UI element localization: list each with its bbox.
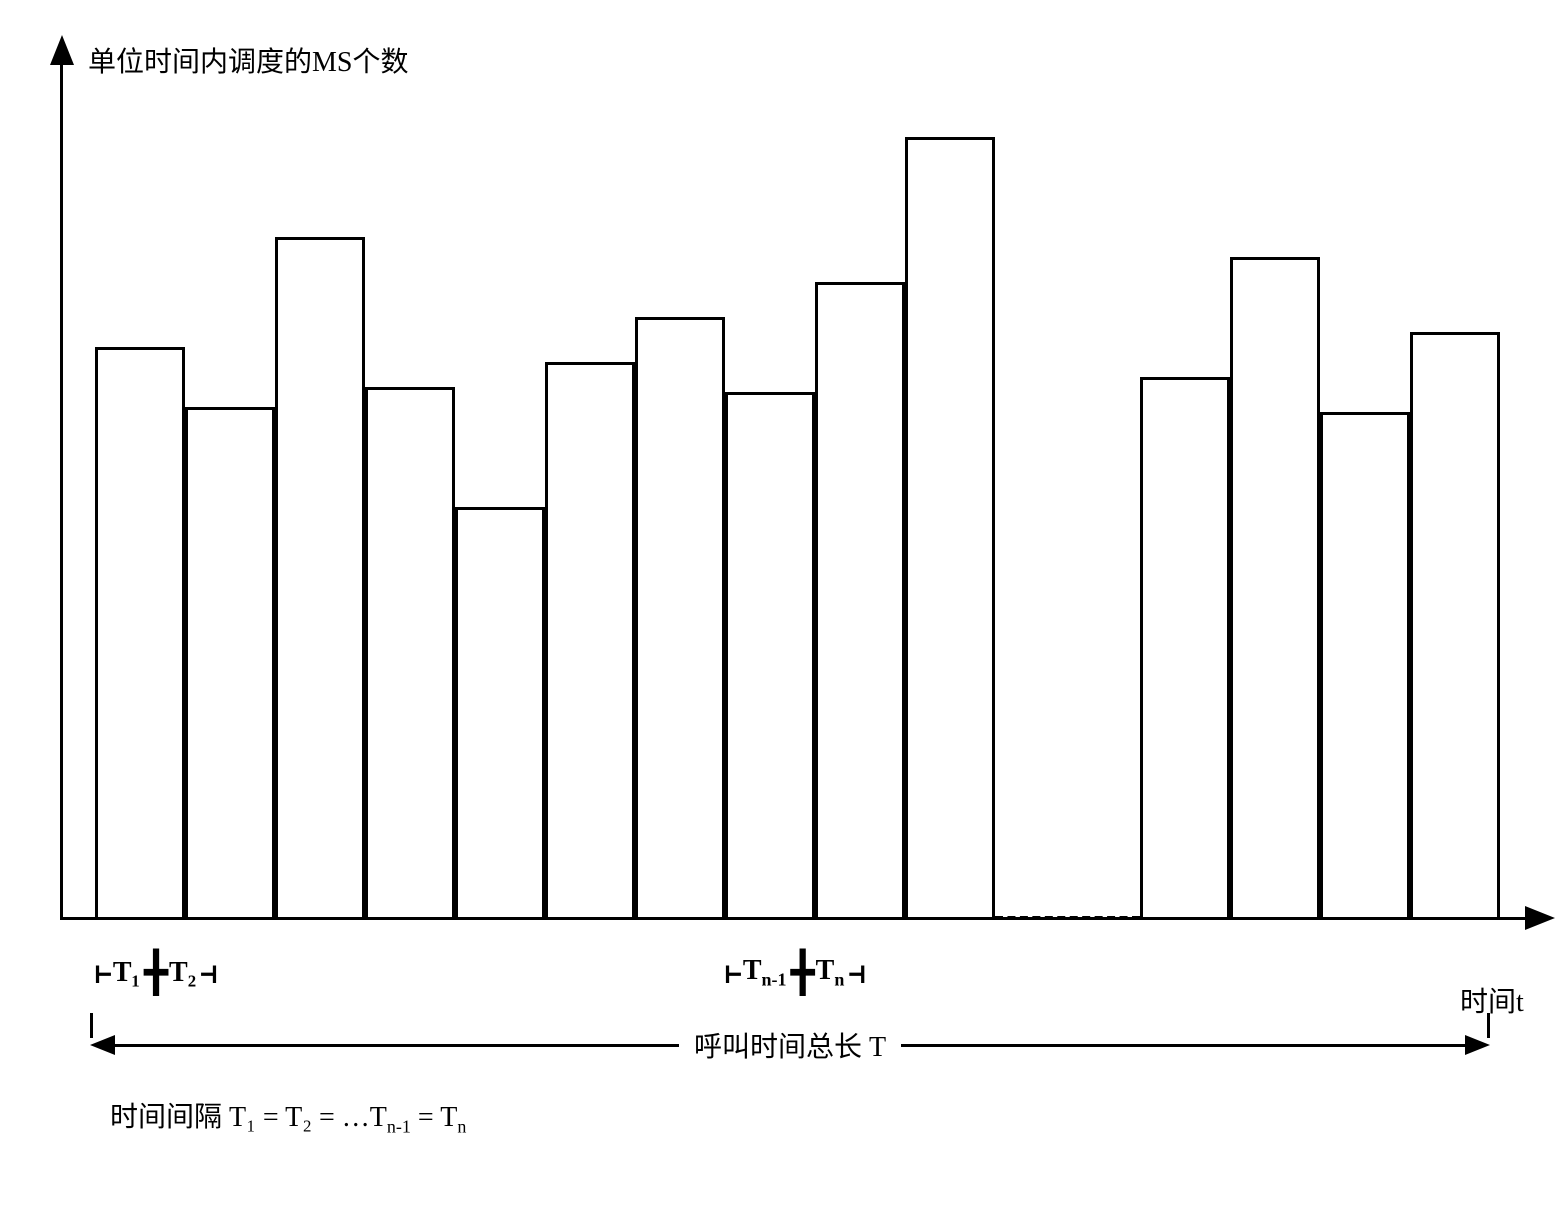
arrow-right-icon <box>1465 1035 1490 1055</box>
bar <box>185 407 275 917</box>
bar <box>635 317 725 917</box>
total-span-indicator: 呼叫时间总长 T <box>90 1025 1490 1065</box>
bar <box>725 392 815 917</box>
bar <box>275 237 365 917</box>
y-axis-label: 单位时间内调度的MS个数 <box>88 40 408 80</box>
x-axis-label: 时间t <box>1460 980 1524 1020</box>
interval-bracket-t1-t2: ⊢ T₁ ╋ T₂ ⊣ <box>95 950 214 996</box>
bar <box>545 362 635 917</box>
chart-container: 单位时间内调度的MS个数 时间t ⊢ T₁ ╋ T₂ ⊣ ⊢ Tn-1 ╋ Tn… <box>40 20 1540 1120</box>
arrow-left-icon <box>90 1035 115 1055</box>
bar <box>815 282 905 917</box>
bar <box>905 137 995 917</box>
bar <box>1410 332 1500 917</box>
interval-bracket-tn: ⊢ Tn-1 ╋ Tn ⊣ <box>725 950 862 996</box>
x-axis <box>60 917 1540 920</box>
bar <box>1230 257 1320 917</box>
interval-label-t1: T₁ <box>113 957 140 989</box>
total-span-line <box>901 1044 1465 1047</box>
bar <box>365 387 455 917</box>
interval-label-tn: Tn <box>816 955 845 991</box>
interval-equation: 时间间隔 T₁ = T₂ = …Tn-1 = Tn <box>110 1095 466 1138</box>
gap-indicator <box>995 916 1140 920</box>
x-axis-arrow-icon <box>1525 906 1555 930</box>
y-axis <box>60 50 63 920</box>
interval-label-tn-1: Tn-1 <box>743 955 787 991</box>
bar <box>1140 377 1230 917</box>
total-span-line <box>115 1044 679 1047</box>
bar <box>1320 412 1410 917</box>
interval-label-t2: T₂ <box>169 957 196 989</box>
total-span-label: 呼叫时间总长 T <box>679 1025 901 1065</box>
bar <box>455 507 545 917</box>
bar <box>95 347 185 917</box>
